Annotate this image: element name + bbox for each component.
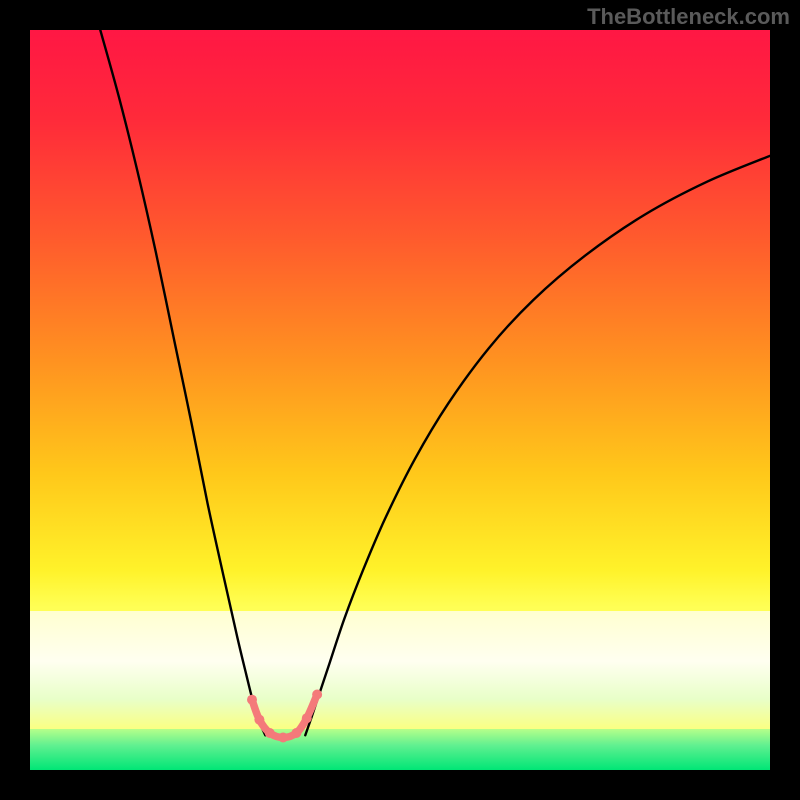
cluster-node — [278, 732, 288, 742]
curve-right — [305, 156, 770, 735]
cluster-node — [291, 728, 301, 738]
cluster-node — [247, 695, 257, 705]
cluster-node — [312, 690, 322, 700]
chart-root: TheBottleneck.com — [0, 0, 800, 800]
curve-left — [100, 30, 265, 735]
cluster-node — [302, 713, 312, 723]
curve-layer — [30, 30, 770, 770]
plot-area — [30, 30, 770, 770]
cluster-node — [254, 715, 264, 725]
attribution-text: TheBottleneck.com — [587, 4, 790, 30]
cluster-node — [265, 728, 275, 738]
